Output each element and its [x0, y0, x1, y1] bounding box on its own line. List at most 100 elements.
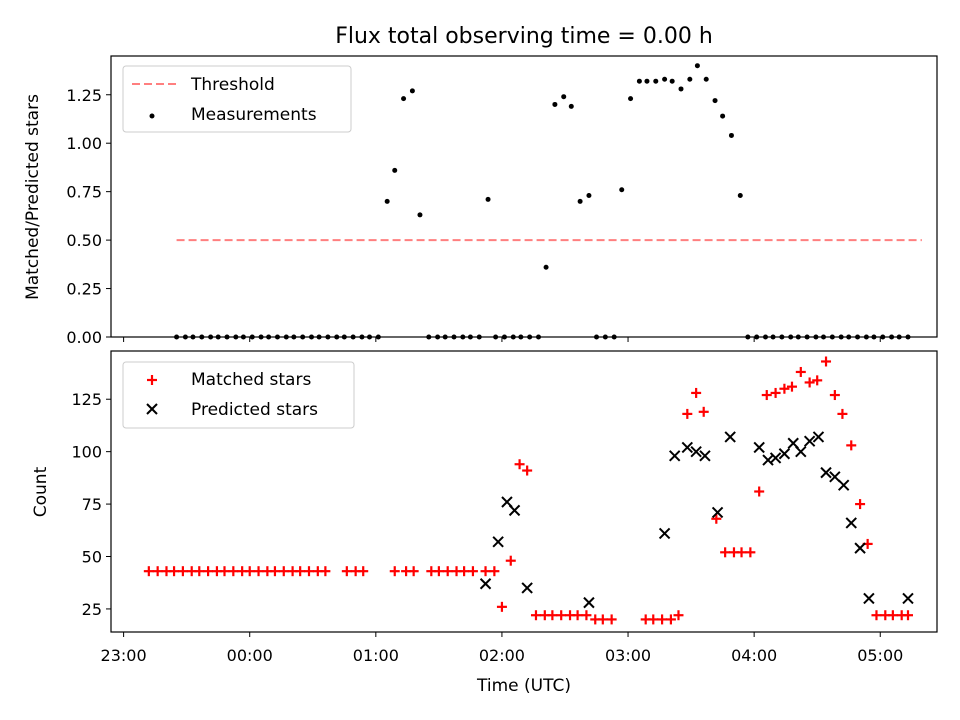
- top-legend-box: [122, 65, 352, 133]
- predicted-star-point: [681, 441, 694, 454]
- x-tick-label: 04:00: [731, 646, 777, 665]
- matched-star-point: [269, 566, 280, 577]
- matched-star-point: [682, 408, 693, 419]
- predicted-star-point: [829, 471, 841, 483]
- measurement-point: [417, 212, 423, 218]
- matched-star-point: [761, 390, 772, 401]
- matched-legend-key: [147, 375, 157, 385]
- predicted-star-point: [583, 596, 595, 609]
- threshold-legend-label: Threshold: [190, 75, 275, 95]
- measurement-point: [586, 193, 592, 199]
- matched-star-point: [459, 566, 470, 577]
- matched-star-point: [673, 610, 684, 621]
- matched-star-point: [648, 614, 659, 625]
- matched-star-point: [320, 566, 331, 577]
- predicted-star-point: [778, 448, 791, 460]
- matched-star-point: [143, 566, 154, 577]
- bottom-legend: Matched stars Predicted stars: [122, 361, 355, 429]
- matched-star-point: [745, 547, 756, 558]
- top-y-tick-label: 0.00: [66, 328, 102, 347]
- top-y-tick-label: 0.25: [66, 280, 102, 299]
- matched-star-point: [556, 610, 567, 621]
- measurement-point: [401, 96, 407, 102]
- measurement-point: [577, 198, 583, 204]
- matched-star-point: [855, 499, 866, 510]
- predicted-legend-label: Predicted stars: [191, 400, 318, 420]
- matched-star-point: [597, 614, 608, 625]
- top-y-tick-label: 1.25: [66, 86, 102, 105]
- matched-star-point: [786, 381, 797, 392]
- bottom-y-axis-label: Count: [31, 466, 51, 517]
- measurement-point: [653, 78, 659, 84]
- matched-star-point: [228, 566, 239, 577]
- top-y-tick-label: 1.00: [66, 134, 102, 153]
- bottom-y-tick-label: 25: [82, 600, 102, 619]
- predicted-star-point: [724, 431, 736, 443]
- predicted-star-point: [508, 504, 521, 517]
- top-y-tick-label: 0.50: [66, 231, 102, 250]
- matched-star-point: [530, 610, 541, 621]
- measurement-point: [662, 76, 668, 82]
- measurement-point: [712, 98, 718, 104]
- matched-star-point: [433, 566, 444, 577]
- predicted-star-point: [837, 479, 850, 491]
- x-tick-label: 01:00: [353, 646, 399, 665]
- measurement-point: [687, 76, 693, 82]
- predicted-star-point: [812, 431, 825, 443]
- predicted-star-point: [762, 454, 774, 466]
- predicted-star-point: [521, 582, 533, 594]
- measurement-point: [384, 198, 390, 204]
- matched-star-point: [203, 566, 214, 577]
- predicted-star-point: [795, 445, 807, 458]
- predicted-star-point: [854, 542, 866, 554]
- measurement-point: [636, 78, 642, 84]
- matched-star-point: [177, 566, 188, 577]
- top-panel: 0.00 0.25 0.50 0.75 1.00 1.25 Matched/Predict…: [23, 55, 938, 347]
- matched-star-point: [846, 440, 857, 451]
- x-tick-label: 03:00: [605, 646, 651, 665]
- predicted-star-point: [668, 450, 681, 462]
- measurement-point: [552, 101, 558, 107]
- matched-star-point: [194, 566, 205, 577]
- matched-star-point: [829, 390, 840, 401]
- predicted-star-point: [690, 445, 702, 458]
- matched-legend-label: Matched stars: [191, 370, 311, 390]
- matched-star-point: [795, 366, 806, 377]
- matched-star-point: [169, 566, 180, 577]
- matched-star-point: [606, 614, 617, 625]
- predicted-star-point: [492, 536, 504, 548]
- matched-star-point: [152, 566, 163, 577]
- matched-star-point: [358, 566, 369, 577]
- bottom-y-tick-label: 100: [71, 443, 102, 462]
- x-axis-label: Time (UTC): [476, 676, 571, 696]
- matched-star-point: [480, 566, 491, 577]
- measurement-point: [561, 94, 567, 100]
- bottom-panel: 25 50 75 100 125 23:00 00:00 01:00 02:00 03:00 04:…: [31, 350, 938, 696]
- matched-star-point: [812, 375, 823, 386]
- predicted-star-point: [863, 592, 875, 605]
- measurement-point: [703, 76, 709, 82]
- x-tick-label: 05:00: [857, 646, 903, 665]
- measurement-point: [737, 193, 743, 199]
- matched-star-point: [902, 610, 913, 621]
- matched-star-point: [698, 406, 709, 417]
- measurement-point: [694, 63, 700, 69]
- measurement-point: [678, 86, 684, 92]
- measurement-point: [644, 78, 650, 84]
- matched-star-point: [253, 566, 264, 577]
- matched-star-point: [754, 486, 765, 497]
- matched-star-point: [720, 547, 731, 558]
- matched-star-point: [244, 566, 255, 577]
- predicted-legend-key: [146, 403, 158, 415]
- matched-star-point: [389, 566, 400, 577]
- matched-star-point: [821, 356, 832, 367]
- bottom-y-tick-label: 75: [82, 495, 102, 514]
- chart-title: Flux total observing time = 0.00 h: [335, 24, 713, 49]
- matched-star-point: [711, 513, 722, 524]
- matched-star-point: [514, 459, 525, 470]
- matched-star-point: [837, 408, 848, 419]
- matched-star-point: [665, 614, 676, 625]
- matched-star-point: [408, 566, 419, 577]
- x-tick-label: 02:00: [479, 646, 525, 665]
